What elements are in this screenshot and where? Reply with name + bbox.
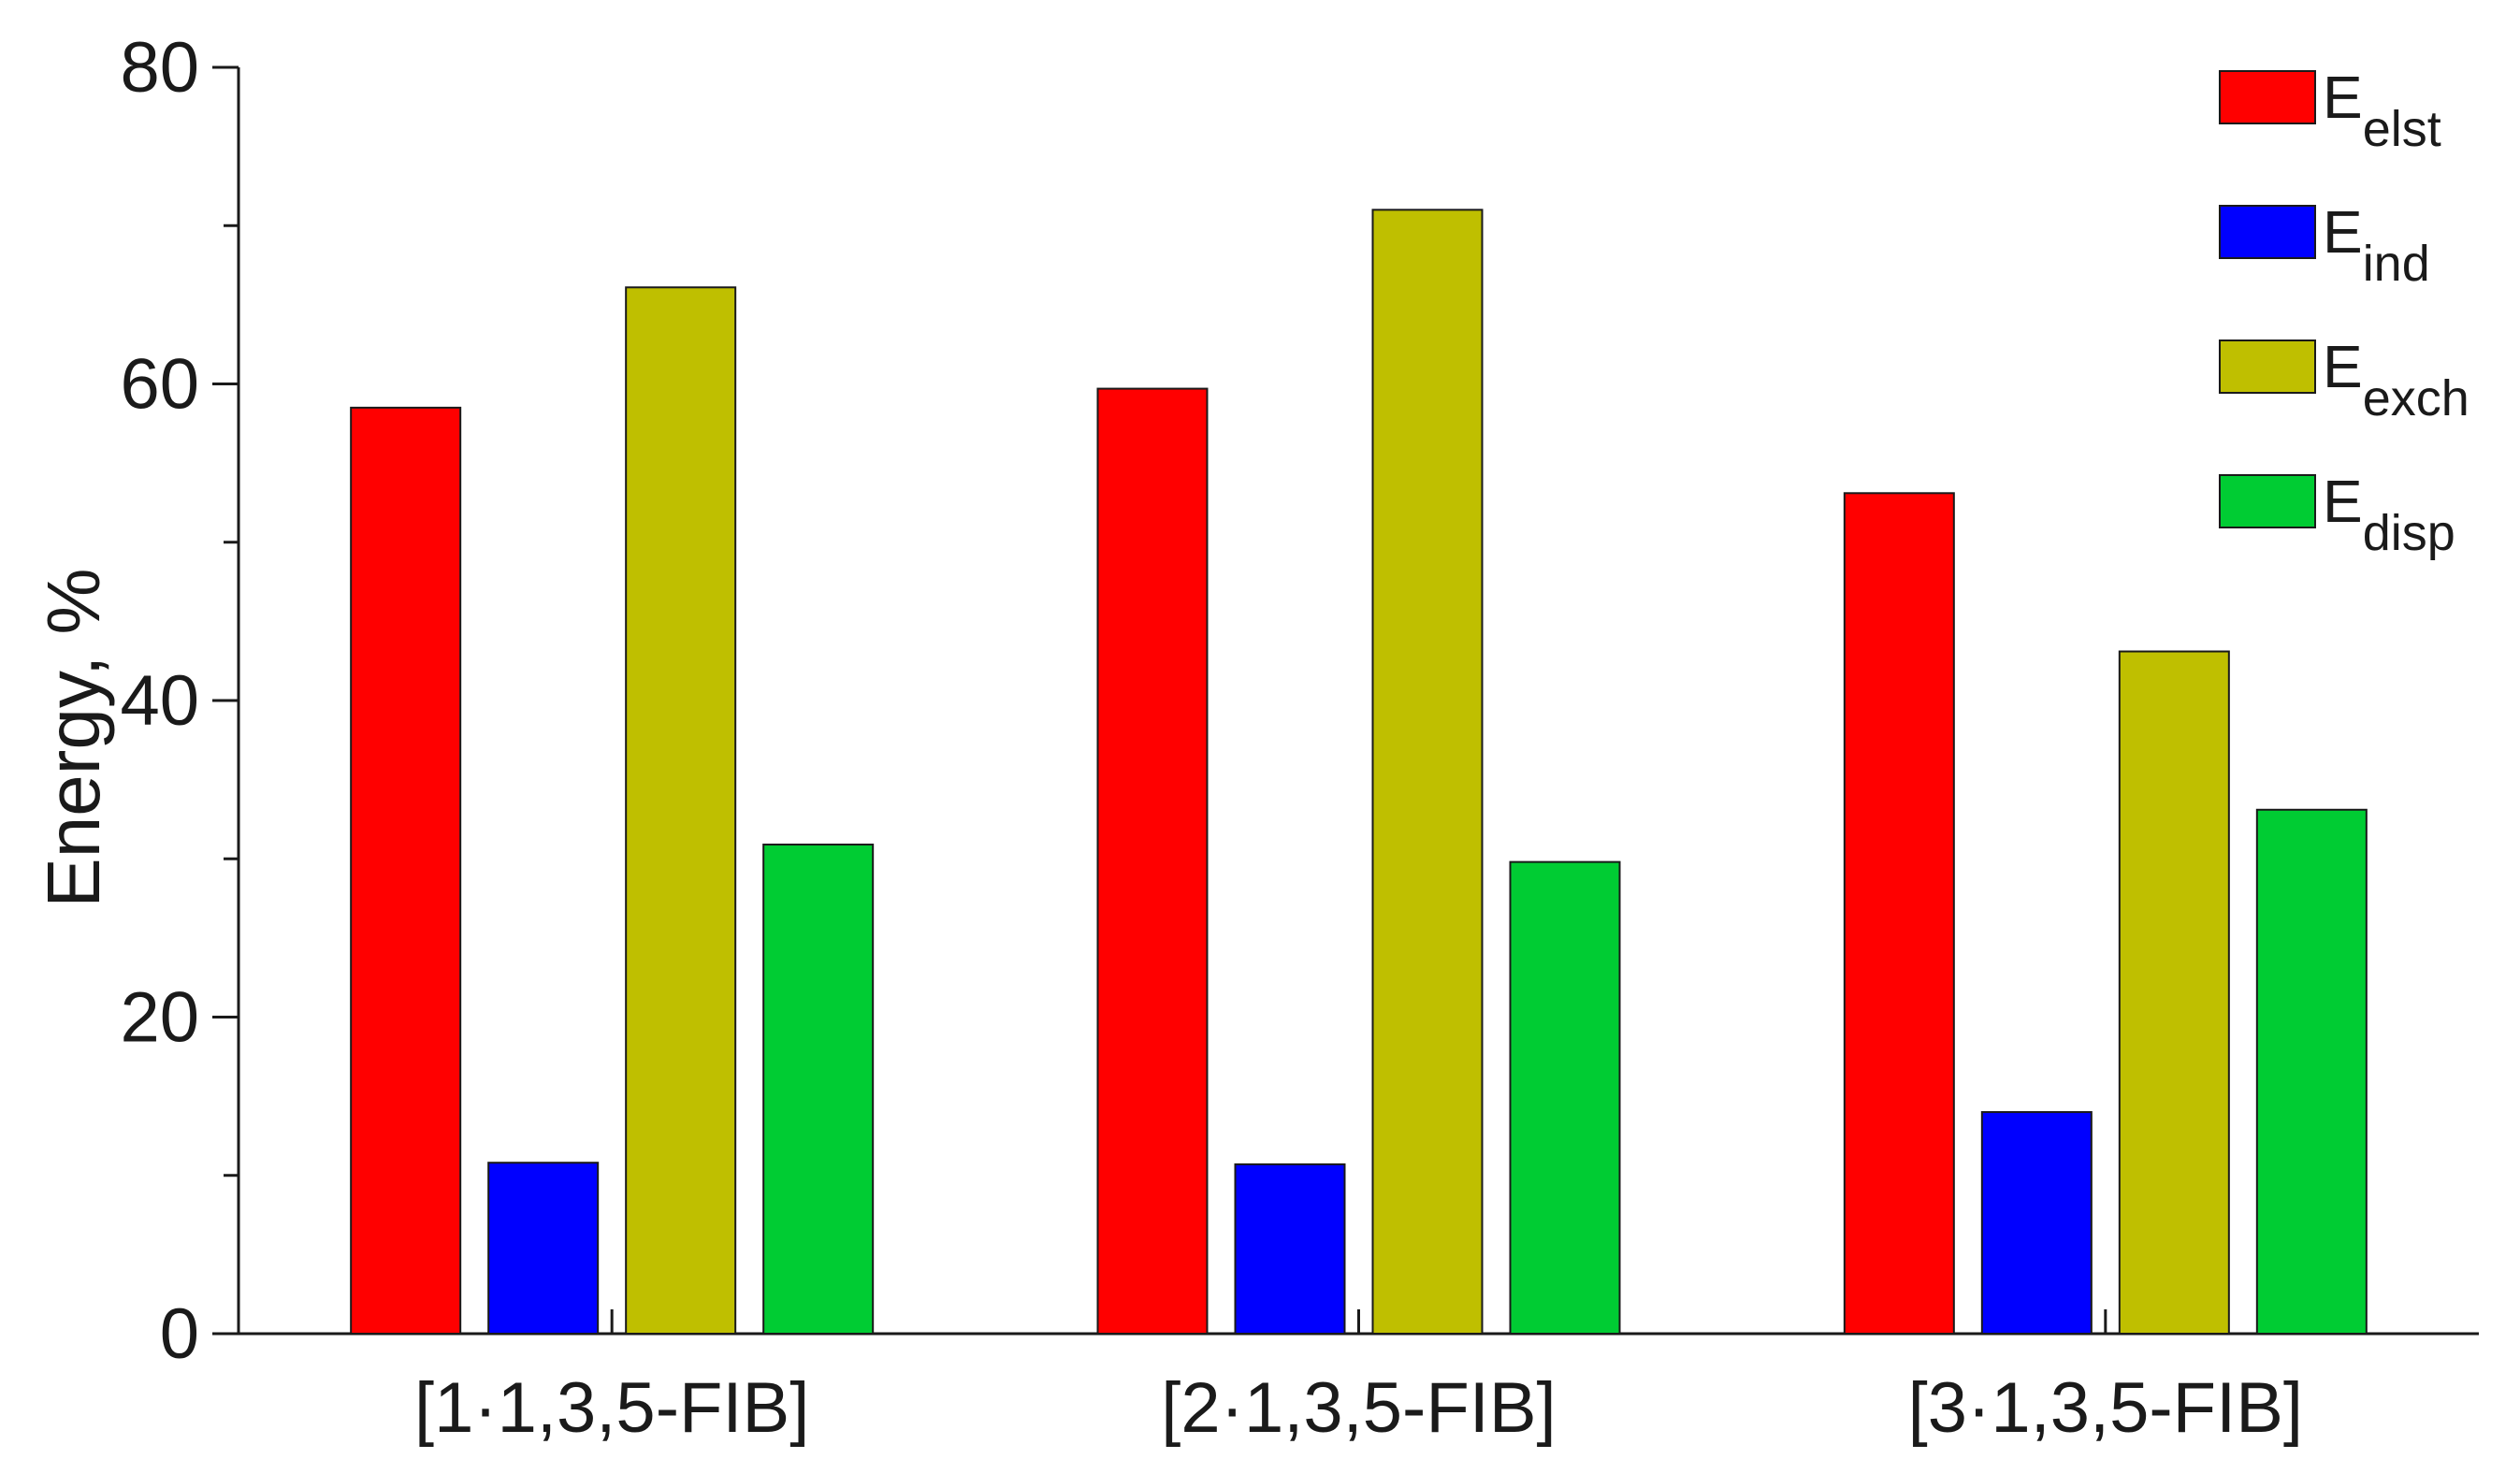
y-tick-label: 0 [160,1294,199,1374]
bar-exch-1 [625,286,737,1336]
legend-swatch-disp [2219,474,2316,528]
bar-ind-2 [1234,1163,1346,1335]
bar-ind-3 [1980,1111,2093,1336]
legend-swatch-exch [2219,339,2316,394]
legend-swatch-elst [2219,70,2316,124]
bar-exch-3 [2118,650,2230,1335]
bar-elst-1 [350,406,462,1335]
bar-elst-3 [1843,492,1955,1335]
legend-label-ind: Eind [2323,198,2430,292]
bar-ind-1 [487,1162,600,1335]
bar-exch-2 [1371,209,1484,1336]
x-tick-label: [3·1,3,5-FIB] [1908,1368,2303,1448]
y-tick-label: 20 [120,978,199,1058]
axes [212,65,2479,1336]
y-tick-label: 80 [120,28,199,108]
x-tick-labels: [1·1,3,5-FIB] [2·1,3,5-FIB] [3·1,3,5-FIB] [414,1368,2303,1448]
bar-elst-2 [1096,387,1209,1335]
legend-swatch-ind [2219,205,2316,259]
bar-disp-2 [1509,860,1621,1335]
y-tick-labels: 0 20 40 60 80 [120,28,199,1374]
y-tick-label: 60 [120,345,199,425]
y-axis-title: Energy, % [32,568,115,907]
x-tick-label: [2·1,3,5-FIB] [1161,1368,1556,1448]
bar-disp-1 [762,844,875,1335]
legend: Eelst Eind Eexch Edisp [2219,64,2469,561]
bars [350,209,2368,1336]
legend-label-elst: Eelst [2323,64,2441,157]
bar-disp-3 [2255,808,2368,1335]
x-tick-label: [1·1,3,5-FIB] [414,1368,809,1448]
y-tick-label: 40 [120,661,199,741]
legend-label-disp: Edisp [2323,468,2455,561]
legend-label-exch: Eexch [2323,333,2469,426]
